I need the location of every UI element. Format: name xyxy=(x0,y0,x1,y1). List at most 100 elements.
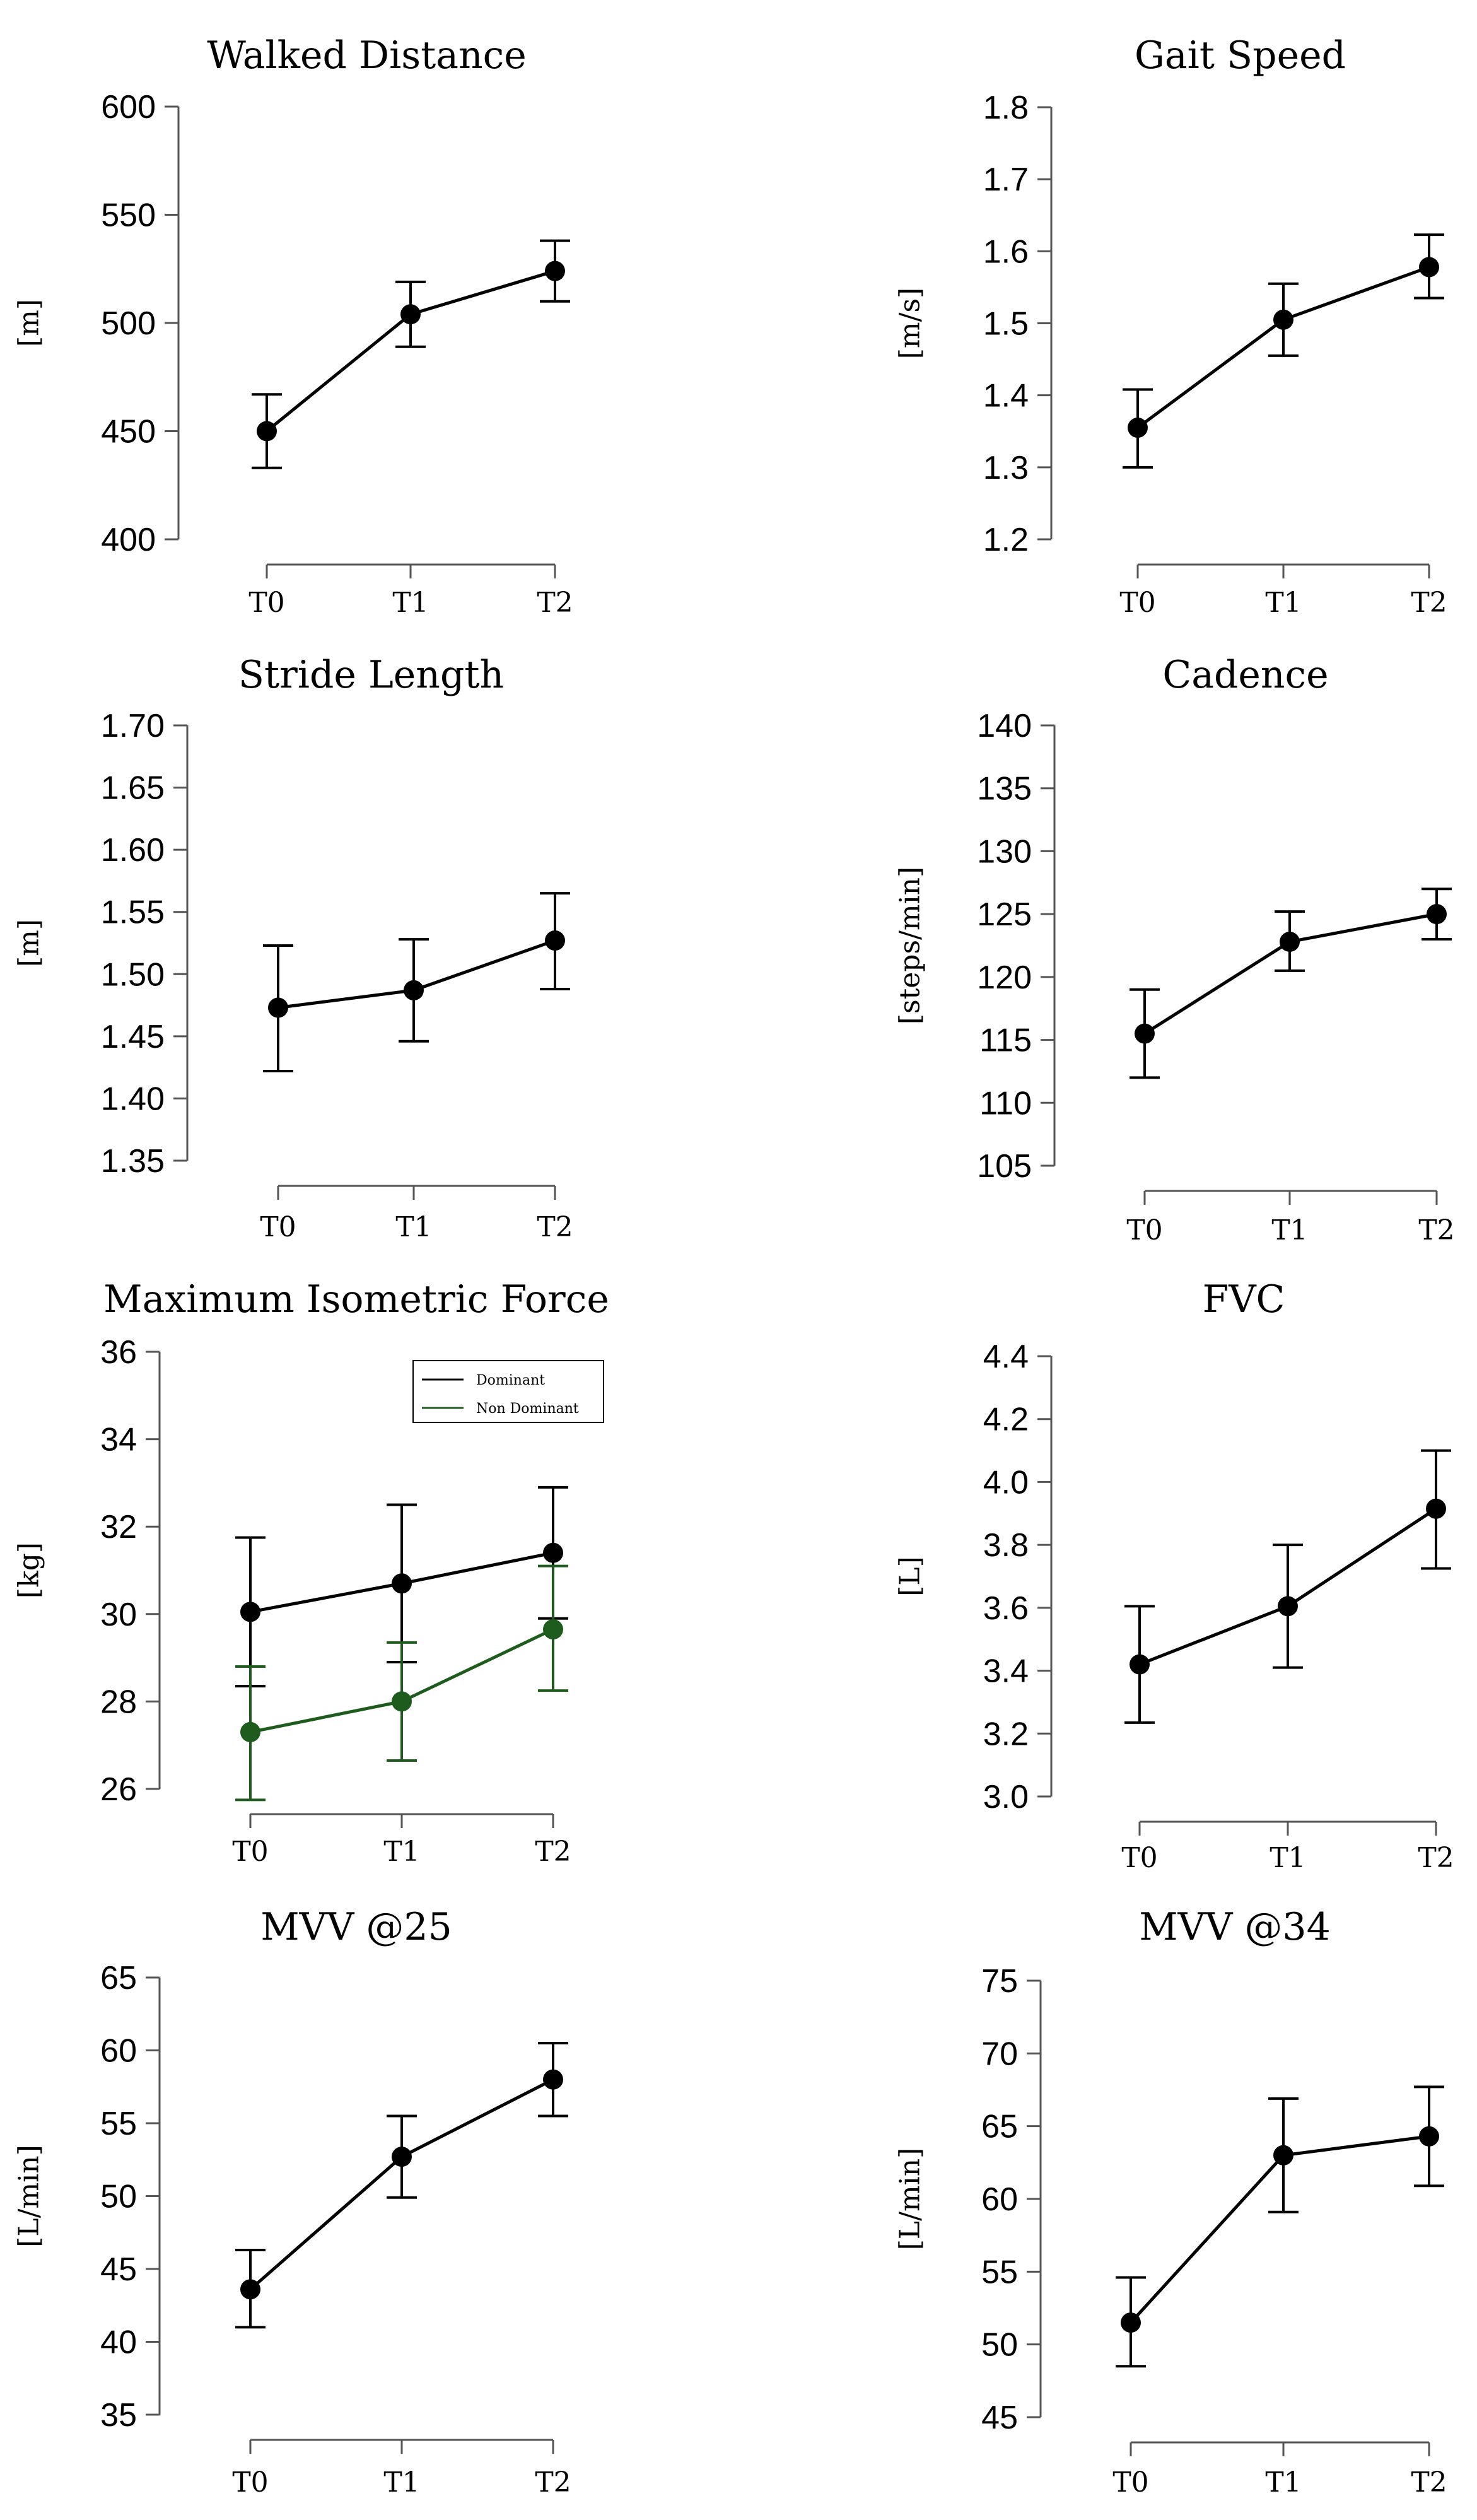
x-tick-label: T2 xyxy=(1411,587,1447,619)
x-tick-label: T2 xyxy=(1418,1842,1454,1874)
y-tick-label: 130 xyxy=(977,833,1032,870)
legend-box xyxy=(412,1360,604,1423)
y-tick-label: 3.0 xyxy=(983,1779,1029,1815)
data-point xyxy=(1128,418,1148,438)
series-dominant xyxy=(235,1486,568,1688)
y-tick-label: 55 xyxy=(981,2254,1018,2290)
y-tick-label: 4.0 xyxy=(983,1464,1029,1501)
y-tick-label: 1.8 xyxy=(983,90,1029,126)
chart-title: Cadence xyxy=(1162,653,1328,697)
y-tick-label: 3.8 xyxy=(983,1527,1029,1564)
series-stride-length xyxy=(263,892,570,1073)
legend-label: Non Dominant xyxy=(476,1401,579,1417)
y-tick-label: 65 xyxy=(981,2109,1018,2145)
data-point xyxy=(1280,932,1300,952)
legend-label: Dominant xyxy=(476,1373,545,1388)
y-tick-label: 1.40 xyxy=(101,1081,165,1117)
y-axis-label: [kg] xyxy=(13,1542,45,1598)
data-point xyxy=(1130,1654,1150,1675)
series-walked-distance xyxy=(252,239,570,469)
y-tick-label: 550 xyxy=(101,197,156,234)
y-tick-label: 28 xyxy=(100,1684,137,1720)
y-tick-label: 1.5 xyxy=(983,306,1029,343)
series-fvc xyxy=(1124,1449,1451,1724)
data-point xyxy=(392,2147,412,2167)
y-axis-label: [L] xyxy=(894,1556,926,1597)
y-tick-label: 3.2 xyxy=(983,1716,1029,1752)
data-point xyxy=(240,1721,260,1742)
y-tick-label: 1.2 xyxy=(983,522,1029,558)
y-tick-label: 1.50 xyxy=(101,956,165,993)
x-tick-label: T0 xyxy=(1112,2466,1148,2499)
series-mvv-34 xyxy=(1116,2085,1444,2368)
data-point xyxy=(1273,309,1293,330)
chart-title: Walked Distance xyxy=(207,33,526,78)
y-tick-label: 1.70 xyxy=(101,708,165,744)
y-tick-label: 1.35 xyxy=(101,1143,165,1180)
x-tick-label: T0 xyxy=(248,587,284,619)
x-tick-label: T1 xyxy=(1265,587,1301,619)
y-tick-label: 70 xyxy=(981,2036,1018,2072)
y-tick-label: 1.7 xyxy=(983,161,1029,198)
y-tick-label: 1.4 xyxy=(983,378,1029,414)
y-tick-label: 75 xyxy=(981,1963,1018,2000)
data-point xyxy=(268,997,288,1018)
x-tick-label: T2 xyxy=(535,1836,571,1868)
y-tick-label: 36 xyxy=(100,1334,137,1371)
x-tick-label: T1 xyxy=(1265,2466,1301,2499)
y-tick-label: 45 xyxy=(100,2251,137,2288)
x-tick-label: T2 xyxy=(537,587,573,619)
y-axis-label: [L/min] xyxy=(894,2148,926,2251)
x-tick-label: T0 xyxy=(232,1836,268,1868)
data-point xyxy=(543,2069,563,2090)
data-point xyxy=(1426,1498,1446,1519)
data-point xyxy=(240,1602,260,1622)
series-mvv-25 xyxy=(235,2041,568,2329)
data-point xyxy=(1427,904,1447,925)
x-tick-label: T0 xyxy=(1119,587,1155,619)
y-tick-label: 110 xyxy=(979,1085,1032,1122)
y-tick-label: 500 xyxy=(101,305,156,342)
data-point xyxy=(543,1542,563,1563)
y-tick-label: 105 xyxy=(977,1148,1032,1185)
y-tick-label: 1.3 xyxy=(983,450,1029,486)
y-tick-label: 1.60 xyxy=(101,832,165,869)
chart-cadence: Cadence 105 110 115 120 125 130 135 140 [steps/mi… xyxy=(894,653,1454,1246)
data-point xyxy=(545,261,565,281)
y-tick-label: 4.2 xyxy=(983,1402,1029,1438)
data-point xyxy=(257,421,277,442)
y-tick-label: 55 xyxy=(100,2106,137,2142)
chart-maximum-isometric-force: Maximum Isometric Force 26 28 30 32 34 36 [kg] T… xyxy=(13,1277,609,1868)
data-point xyxy=(545,930,565,951)
data-point xyxy=(404,980,424,1000)
y-tick-label: 32 xyxy=(100,1509,137,1545)
y-tick-label: 115 xyxy=(979,1023,1032,1059)
y-tick-label: 1.45 xyxy=(101,1019,165,1055)
x-tick-label: T0 xyxy=(232,2466,268,2499)
y-tick-label: 400 xyxy=(101,522,156,558)
x-tick-label: T1 xyxy=(392,587,428,619)
y-axis-label: [m] xyxy=(13,299,45,347)
y-tick-label: 4.4 xyxy=(983,1339,1029,1375)
chart-walked-distance: Walked Distance 400 450 500 550 600 [m] T0 T1 T2 xyxy=(13,33,573,619)
data-point xyxy=(1419,257,1439,278)
chart-mvv-34: MVV @34 45 50 55 60 65 70 75 [L/min] T0 T1 T2 xyxy=(894,1905,1447,2499)
x-tick-label: T1 xyxy=(383,2466,419,2499)
chart-gait-speed: Gait Speed 1.2 1.3 1.4 1.5 1.6 1.7 1.8 [m/s] T0 T1… xyxy=(894,33,1447,619)
data-point xyxy=(240,2279,260,2300)
y-tick-label: 40 xyxy=(100,2324,137,2361)
y-tick-label: 135 xyxy=(977,771,1032,807)
x-tick-label: T2 xyxy=(1411,2466,1447,2499)
chart-title: MVV @34 xyxy=(1139,1905,1331,1949)
data-point xyxy=(543,1619,563,1640)
chart-title: Gait Speed xyxy=(1135,33,1346,78)
y-tick-label: 3.6 xyxy=(983,1590,1029,1627)
series-gait-speed xyxy=(1123,233,1444,469)
y-tick-label: 50 xyxy=(100,2179,137,2215)
legend: Dominant Non Dominant xyxy=(412,1360,604,1423)
chart-stride-length: Stride Length 1.35 1.40 1.45 1.50 1.55 1.60 1.6… xyxy=(13,653,573,1243)
y-tick-label: 600 xyxy=(101,89,156,126)
chart-title: Maximum Isometric Force xyxy=(103,1277,609,1322)
chart-title: FVC xyxy=(1203,1277,1285,1322)
